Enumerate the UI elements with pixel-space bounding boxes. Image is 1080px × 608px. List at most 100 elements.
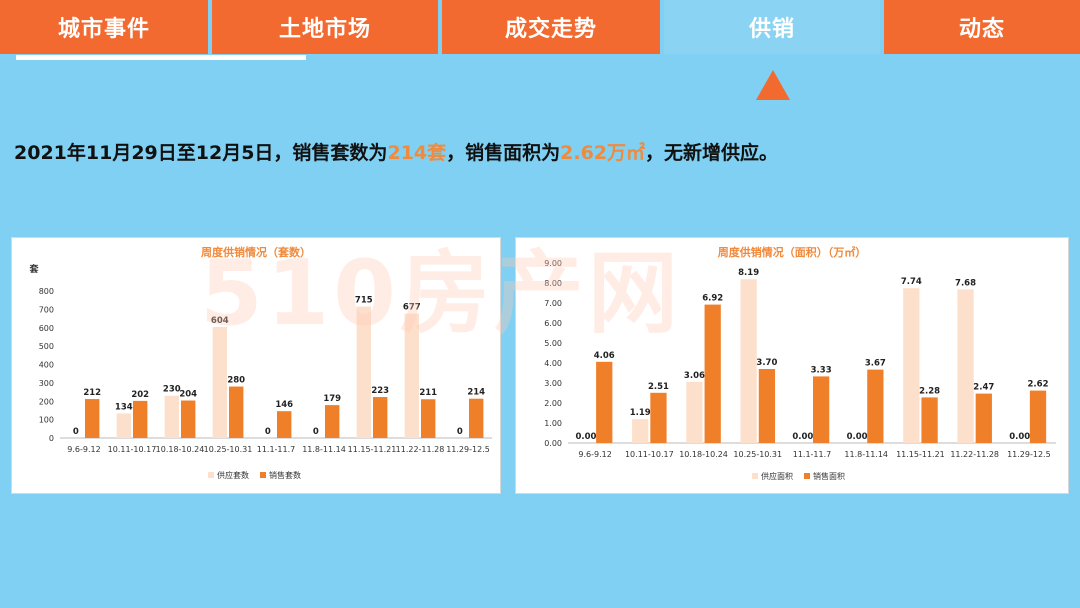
x-tick-label: 11.29-12.5 [1007, 450, 1051, 459]
tab-city-events[interactable]: 城市事件 [0, 0, 208, 54]
tab-label: 城市事件 [57, 17, 150, 42]
supply-data-label: 0 [313, 427, 319, 437]
legend-label: 销售套数 [269, 470, 301, 480]
supply-data-label: 1.19 [630, 408, 651, 418]
sales-data-label: 6.92 [702, 294, 723, 304]
sales-bar [373, 397, 388, 438]
supply-bar [957, 289, 974, 443]
sales-data-label: 212 [83, 388, 101, 398]
legend-swatch [752, 473, 758, 479]
x-tick-label: 10.11-10.17 [625, 450, 674, 459]
supply-data-label: 0 [73, 427, 79, 437]
supply-data-label: 0.00 [792, 432, 813, 442]
tab-dynamics[interactable]: 动态 [884, 0, 1080, 54]
sales-bar [133, 400, 148, 438]
tab-label: 供销 [748, 17, 795, 42]
sales-data-label: 4.06 [594, 351, 615, 361]
headline-text: ，销售面积为 [446, 142, 561, 164]
sales-bar [85, 399, 100, 438]
supply-data-label: 0.00 [1009, 432, 1030, 442]
y-tick-label: 0 [49, 434, 54, 443]
sales-bar [1029, 390, 1047, 443]
x-tick-label: 9.6-9.12 [578, 450, 611, 459]
x-tick-label: 9.6-9.12 [67, 445, 100, 454]
sales-data-label: 202 [131, 390, 149, 400]
x-tick-label: 11.8-11.14 [844, 450, 888, 459]
sales-data-label: 2.47 [973, 383, 994, 393]
x-tick-label: 10.18-10.24 [156, 445, 205, 454]
units-chart: 周度供销情况（套数） 套 0 100 200 300 400 500 600 700 800 9.6-… [29, 245, 492, 480]
tab-supply-sales[interactable]: 供销 [664, 0, 880, 54]
sales-data-label: 211 [419, 388, 437, 398]
y-tick-label: 400 [39, 361, 54, 370]
supply-bar [212, 327, 227, 438]
sales-data-label: 2.51 [648, 382, 669, 392]
legend-swatch [208, 472, 214, 478]
sales-data-label: 3.33 [811, 365, 832, 375]
supply-bar [903, 288, 920, 443]
x-tick-label: 11.29-12.5 [446, 445, 490, 454]
y-tick-label: 8.00 [544, 279, 562, 288]
sales-bar [704, 304, 721, 443]
supply-data-label: 230 [163, 385, 181, 395]
x-tick-label: 10.11-10.17 [108, 445, 157, 454]
y-tick-label: 1.00 [544, 419, 562, 428]
sales-bar [921, 397, 938, 443]
y-tick-label: 200 [39, 397, 54, 406]
active-tab-pointer [756, 70, 790, 100]
y-tick-label: 2.00 [544, 399, 562, 408]
supply-data-label: 8.19 [738, 268, 759, 278]
x-tick-label: 11.22-11.28 [396, 445, 445, 454]
sales-bar [421, 399, 436, 438]
area-value: 2.62万㎡ [560, 142, 646, 164]
sales-bar [975, 393, 992, 443]
tab-transaction-trend[interactable]: 成交走势 [442, 0, 660, 54]
sales-bar [469, 398, 484, 438]
supply-bar [116, 413, 131, 438]
sales-data-label: 214 [467, 388, 485, 398]
sales-bar [867, 369, 884, 443]
sales-bar [181, 400, 196, 438]
supply-data-label: 3.06 [684, 371, 705, 381]
sales-data-label: 3.67 [865, 359, 886, 369]
tab-underline [16, 55, 306, 60]
sales-data-label: 3.70 [756, 358, 777, 368]
supply-bar [404, 313, 419, 438]
sales-bar [229, 386, 244, 438]
supply-data-label: 604 [211, 316, 229, 326]
supply-bar [740, 279, 757, 443]
supply-data-label: 7.68 [955, 278, 976, 288]
x-tick-label: 11.15-11.21 [348, 445, 397, 454]
supply-bar [632, 419, 649, 443]
supply-bar [686, 381, 703, 443]
sales-data-label: 2.62 [1028, 380, 1049, 390]
sales-bar [813, 376, 830, 443]
supply-bar [356, 306, 371, 438]
y-tick-label: 600 [39, 324, 54, 333]
supply-data-label: 7.74 [901, 277, 922, 287]
area-chart: 周度供销情况（面积）（万㎡） 0.00 1.00 2.00 3.00 4.00 5.00 6.… [544, 245, 1056, 481]
y-tick-label: 100 [39, 416, 54, 425]
x-tick-label: 11.22-11.28 [950, 450, 999, 459]
legend-swatch [260, 472, 266, 478]
supply-data-label: 0.00 [575, 432, 596, 442]
legend-label: 销售面积 [813, 471, 845, 481]
sales-bar [758, 369, 776, 443]
sales-data-label: 204 [179, 390, 197, 400]
y-tick-label: 300 [39, 379, 54, 388]
sales-data-label: 146 [275, 400, 293, 410]
x-tick-label: 11.1-11.7 [257, 445, 296, 454]
y-axis-label: 套 [29, 263, 39, 275]
summary-headline: 2021年11月29日至12月5日，销售套数为214套，销售面积为2.62万㎡，… [14, 138, 778, 165]
sales-bar [596, 361, 613, 443]
tab-bar: 城市事件 土地市场 成交走势 供销 动态 [0, 0, 1080, 62]
chart-panel-units: 周度供销情况（套数） 套 0 100 200 300 400 500 600 700 800 9.6-… [11, 237, 501, 494]
tab-land-market[interactable]: 土地市场 [212, 0, 438, 54]
sales-bar [277, 411, 292, 438]
y-tick-label: 700 [39, 305, 54, 314]
y-tick-label: 6.00 [544, 319, 562, 328]
supply-data-label: 0 [457, 427, 463, 437]
y-tick-label: 0.00 [544, 439, 562, 448]
tab-label: 动态 [958, 17, 1005, 42]
supply-data-label: 0.00 [847, 432, 868, 442]
